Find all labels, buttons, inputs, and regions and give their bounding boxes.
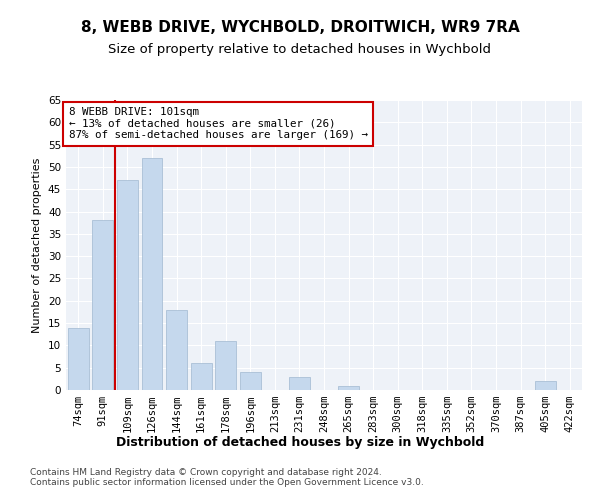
Text: Distribution of detached houses by size in Wychbold: Distribution of detached houses by size … <box>116 436 484 449</box>
Text: 8 WEBB DRIVE: 101sqm
← 13% of detached houses are smaller (26)
87% of semi-detac: 8 WEBB DRIVE: 101sqm ← 13% of detached h… <box>68 108 368 140</box>
Bar <box>240 372 261 390</box>
Bar <box>215 341 236 390</box>
Y-axis label: Number of detached properties: Number of detached properties <box>32 158 43 332</box>
Bar <box>117 180 138 390</box>
Text: Contains HM Land Registry data © Crown copyright and database right 2024.
Contai: Contains HM Land Registry data © Crown c… <box>30 468 424 487</box>
Bar <box>191 363 212 390</box>
Bar <box>68 328 89 390</box>
Bar <box>289 376 310 390</box>
Bar <box>142 158 163 390</box>
Bar <box>166 310 187 390</box>
Bar <box>535 381 556 390</box>
Text: Size of property relative to detached houses in Wychbold: Size of property relative to detached ho… <box>109 44 491 57</box>
Text: 8, WEBB DRIVE, WYCHBOLD, DROITWICH, WR9 7RA: 8, WEBB DRIVE, WYCHBOLD, DROITWICH, WR9 … <box>80 20 520 35</box>
Bar <box>92 220 113 390</box>
Bar <box>338 386 359 390</box>
